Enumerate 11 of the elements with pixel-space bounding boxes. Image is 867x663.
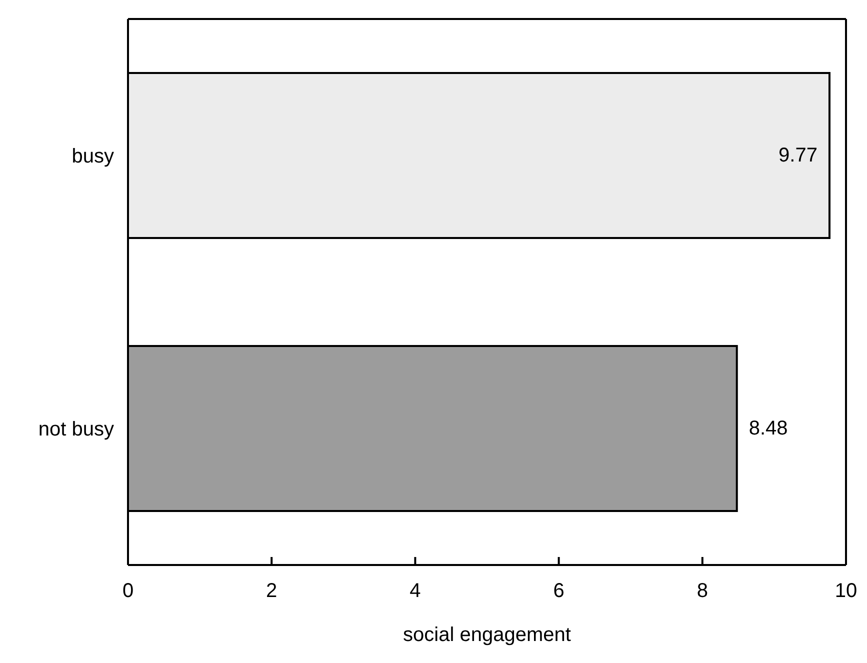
- data-label: 9.77: [778, 144, 818, 166]
- y-tick-label: busy: [72, 146, 114, 168]
- data-label: 8.48: [748, 418, 788, 440]
- x-axis-title: social engagement: [403, 624, 572, 646]
- x-tick-label: 10: [834, 580, 858, 602]
- x-tick-label: 4: [410, 580, 421, 602]
- x-tick-label: 2: [266, 580, 278, 602]
- x-tick-label: 8: [696, 580, 708, 602]
- x-tick-label: 0: [122, 580, 134, 602]
- x-tick-label: 6: [553, 580, 564, 602]
- y-tick-label: not busy: [38, 418, 114, 441]
